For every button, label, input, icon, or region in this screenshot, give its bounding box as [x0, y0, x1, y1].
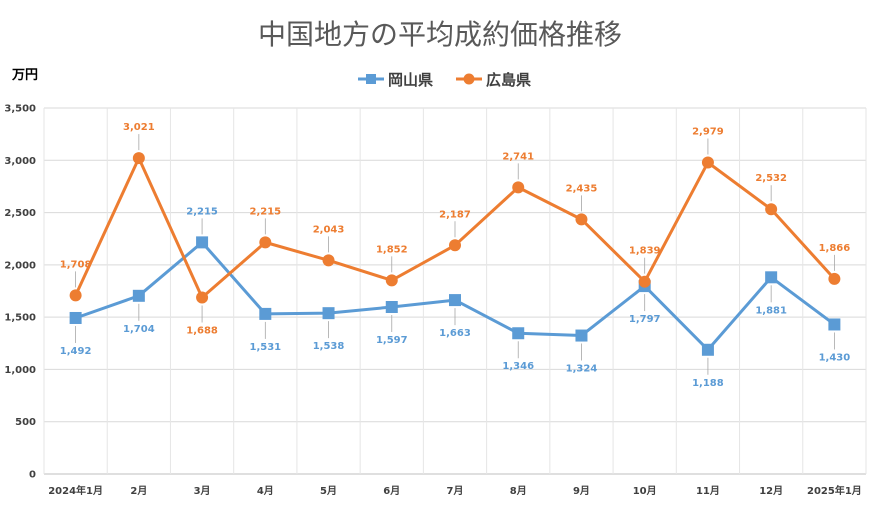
y-tick-label: 3,500 [4, 104, 36, 115]
data-label: 1,597 [376, 335, 408, 346]
legend-marker [366, 74, 376, 84]
data-label: 1,346 [502, 361, 534, 372]
y-axis-unit: 万円 [11, 68, 38, 83]
series-広島県: 1,708 3,021 1,688 2,215 2,043 1,852 2,187 2,741… [60, 122, 850, 336]
data-label: 1,708 [60, 259, 92, 270]
data-point [575, 329, 588, 342]
x-tick-label: 3月 [194, 485, 211, 497]
y-tick-label: 1,000 [4, 365, 36, 376]
data-point [69, 311, 82, 324]
data-point [385, 274, 398, 287]
data-point [132, 289, 145, 302]
x-tick-label: 11月 [696, 485, 720, 497]
data-point [322, 307, 335, 320]
y-tick-label: 3,000 [4, 156, 36, 167]
data-point [322, 254, 335, 267]
series-岡山県: 1,492 1,704 2,215 1,531 1,538 1,597 1,663 1,346… [60, 206, 850, 388]
gridlines [43, 107, 867, 475]
data-point [638, 275, 651, 288]
x-tick-label: 5月 [320, 485, 337, 497]
y-tick-label: 2,000 [4, 260, 36, 271]
data-label: 3,021 [123, 122, 155, 133]
chart-title: 中国地方の平均成約価格推移 [258, 18, 622, 51]
legend: 岡山県 広島県 [358, 71, 531, 89]
series-group: 1,492 1,704 2,215 1,531 1,538 1,597 1,663 1,346… [60, 122, 850, 389]
y-axis-ticks: 0 500 1,000 1,500 2,000 2,500 3,000 3,500 [4, 104, 36, 481]
data-label: 2,215 [249, 206, 281, 217]
data-point [701, 343, 714, 356]
data-point [512, 181, 525, 194]
data-label: 2,532 [755, 173, 787, 184]
x-axis-ticks: 2024年1月 2月 3月 4月 5月 6月 7月 8月 9月 10月 11月 12月 2025年1月 [48, 484, 862, 497]
data-label: 2,043 [313, 224, 345, 235]
y-tick-label: 2,500 [4, 208, 36, 219]
data-point [765, 203, 778, 216]
data-point [69, 289, 82, 302]
data-point [385, 300, 398, 313]
x-tick-label: 8月 [510, 485, 527, 497]
data-point [259, 307, 272, 320]
data-point [828, 272, 841, 285]
data-label: 1,688 [186, 325, 218, 336]
data-label: 1,663 [439, 328, 471, 339]
data-label: 1,839 [629, 246, 661, 257]
data-label: 1,324 [566, 364, 598, 375]
x-tick-label: 9月 [573, 485, 590, 497]
data-point [701, 156, 714, 169]
data-label: 2,187 [439, 209, 471, 220]
y-tick-label: 1,500 [4, 313, 36, 324]
legend-entry: 広島県 [456, 71, 531, 89]
x-tick-label: 7月 [447, 485, 464, 497]
data-label: 1,881 [755, 305, 787, 316]
data-label: 1,852 [376, 244, 408, 255]
x-tick-label: 12月 [759, 485, 783, 497]
legend-label: 広島県 [486, 71, 531, 89]
data-label: 1,538 [313, 341, 345, 352]
data-label: 2,979 [692, 126, 724, 137]
data-point [259, 236, 272, 249]
y-tick-label: 500 [15, 417, 36, 428]
data-label: 1,797 [629, 314, 661, 325]
data-label: 1,531 [249, 342, 281, 353]
data-point [828, 318, 841, 331]
x-tick-label: 2025年1月 [807, 484, 862, 497]
data-label: 1,704 [123, 324, 155, 335]
data-label: 2,215 [186, 206, 218, 217]
y-tick-label: 0 [29, 470, 36, 481]
data-label: 1,492 [60, 346, 92, 357]
x-tick-label: 10月 [633, 485, 657, 497]
data-label: 2,741 [502, 151, 534, 162]
data-point [132, 152, 145, 165]
x-tick-label: 4月 [257, 485, 274, 497]
x-tick-label: 2024年1月 [48, 484, 103, 497]
x-tick-label: 6月 [383, 485, 400, 497]
data-point [512, 327, 525, 340]
data-point [196, 291, 209, 304]
data-point [449, 239, 461, 252]
legend-label: 岡山県 [388, 71, 433, 89]
x-tick-label: 2月 [130, 485, 147, 497]
legend-entry: 岡山県 [358, 71, 433, 89]
data-label: 2,435 [566, 183, 598, 194]
data-label: 1,430 [819, 352, 851, 363]
data-point [765, 271, 778, 284]
data-point [196, 236, 209, 249]
data-point [575, 213, 588, 226]
legend-marker [463, 73, 475, 85]
data-label: 1,866 [819, 243, 851, 254]
data-label: 1,188 [692, 378, 724, 389]
data-point [449, 294, 461, 307]
